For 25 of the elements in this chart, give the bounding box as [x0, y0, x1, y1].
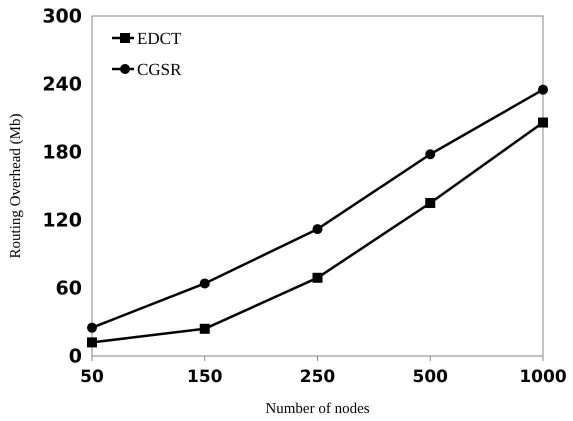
x-tick-label: 250: [300, 367, 336, 387]
x-axis-title: Number of nodes: [265, 401, 370, 417]
point: [425, 149, 436, 160]
y-tick-label: 240: [42, 74, 82, 96]
point: [87, 337, 97, 348]
x-tick-label: 1000: [519, 367, 567, 387]
point: [87, 322, 97, 333]
point: [425, 198, 436, 208]
x-tick-label: 500: [412, 367, 448, 387]
point: [538, 118, 548, 128]
y-tick-label: 300: [42, 6, 82, 28]
y-tick-label: 0: [68, 346, 82, 368]
x-tick-label: 50: [80, 367, 104, 387]
point: [538, 84, 548, 95]
legend-label: CGSR: [137, 60, 182, 79]
point: [312, 272, 322, 283]
y-tick-label: 120: [42, 210, 82, 232]
point: [200, 324, 210, 334]
y-tick-label: 180: [42, 142, 82, 164]
point: [312, 224, 322, 234]
y-tick-label: 60: [56, 278, 82, 300]
y-axis-title: Routing Overhead (Mb): [8, 114, 24, 258]
point: [200, 278, 210, 288]
legend-label: EDCT: [137, 28, 182, 48]
x-tick-label: 150: [187, 367, 223, 387]
